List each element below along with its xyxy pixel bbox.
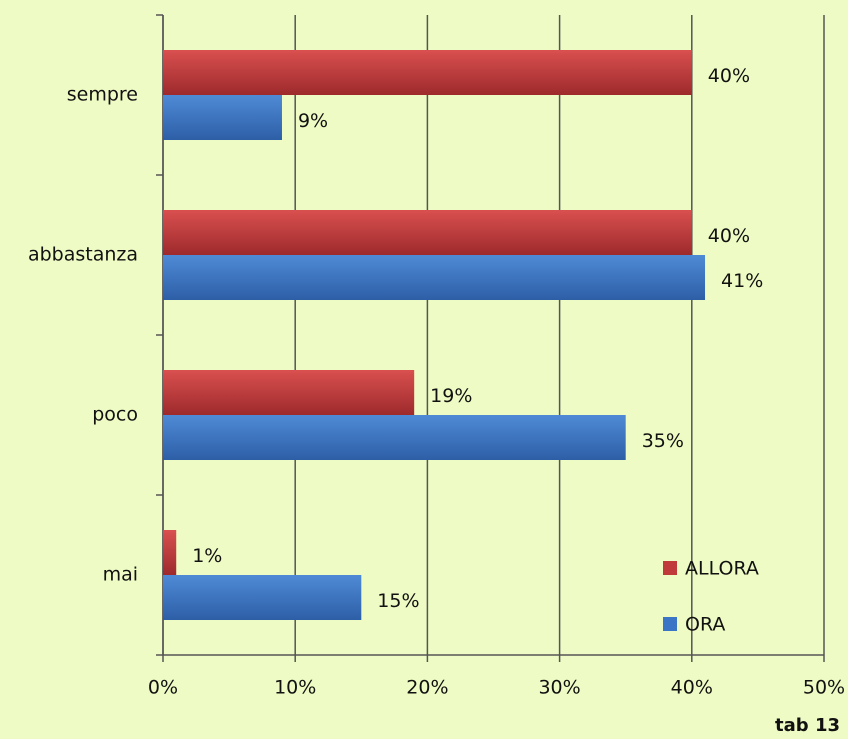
- y-tick-label: poco: [92, 404, 138, 426]
- annotation: tab 13: [775, 715, 840, 736]
- y-tick-label: sempre: [67, 84, 138, 106]
- value-label: 15%: [377, 590, 419, 612]
- x-tick-label: 0%: [148, 677, 178, 699]
- value-label: 40%: [708, 225, 750, 247]
- bar: [163, 210, 692, 255]
- legend-swatch: [663, 617, 677, 631]
- y-tick-label: abbastanza: [28, 244, 138, 266]
- bar: [163, 530, 177, 575]
- legend-swatch: [663, 561, 677, 575]
- bar: [163, 575, 362, 620]
- x-tick-label: 10%: [274, 677, 316, 699]
- x-tick-label: 40%: [671, 677, 713, 699]
- x-tick-label: 50%: [803, 677, 845, 699]
- value-label: 1%: [192, 545, 222, 567]
- value-label: 35%: [642, 430, 684, 452]
- legend-label: ALLORA: [685, 558, 759, 580]
- value-label: 19%: [430, 385, 472, 407]
- value-label: 9%: [298, 110, 328, 132]
- x-tick-label: 30%: [538, 677, 580, 699]
- x-tick-label: 20%: [406, 677, 448, 699]
- y-tick-label: mai: [103, 564, 138, 586]
- bar: [163, 255, 706, 300]
- value-label: 40%: [708, 65, 750, 87]
- bar: [163, 370, 415, 415]
- value-label: 41%: [721, 270, 763, 292]
- bar: [163, 95, 282, 140]
- bar: [163, 415, 626, 460]
- bar: [163, 50, 692, 95]
- legend-label: ORA: [685, 614, 725, 636]
